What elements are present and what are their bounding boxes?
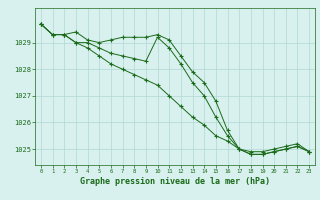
- X-axis label: Graphe pression niveau de la mer (hPa): Graphe pression niveau de la mer (hPa): [80, 177, 270, 186]
